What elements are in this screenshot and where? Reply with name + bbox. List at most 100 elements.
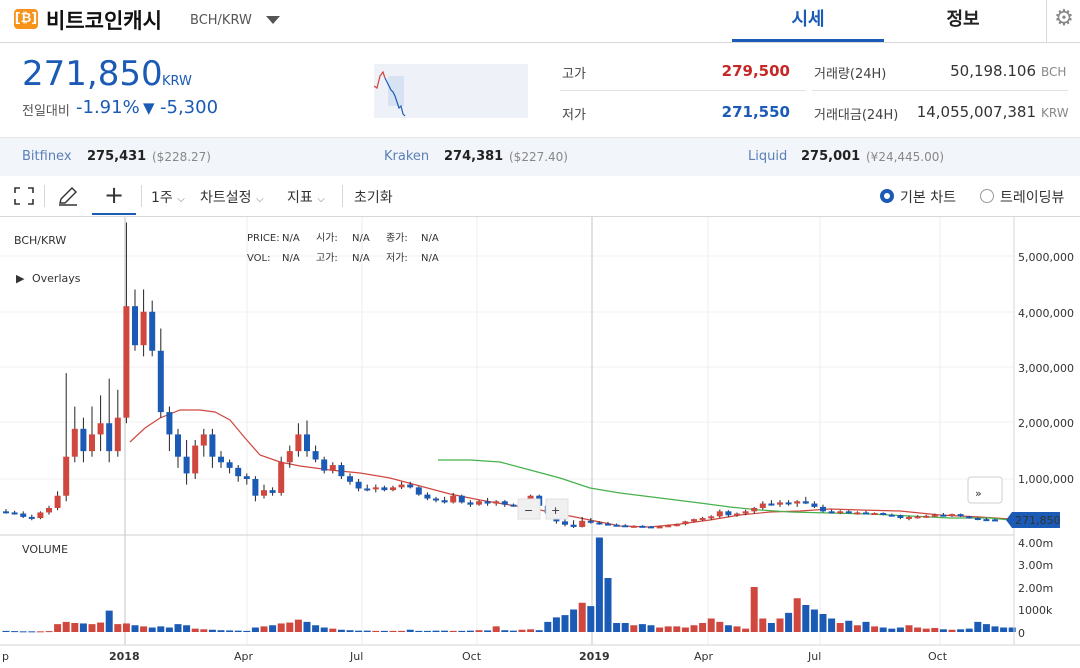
ohlc-price-value: N/A (282, 233, 300, 244)
volume-bar (785, 612, 793, 632)
indicators-menu[interactable]: 지표 ⌵ (287, 187, 325, 207)
candle-body (132, 306, 138, 346)
candle-body (89, 434, 95, 452)
candle-body (820, 506, 826, 512)
tradingview-radio[interactable] (980, 189, 994, 203)
candle-body (415, 487, 422, 495)
volume-bar (647, 625, 655, 632)
volume-bar (226, 630, 234, 632)
volume-bar (836, 623, 844, 632)
tradingview-label[interactable]: 트레이딩뷰 (1000, 190, 1065, 206)
candle-body (992, 519, 998, 522)
candle-body (467, 502, 474, 505)
current-price: 271,850 (22, 54, 163, 94)
volume-bar (131, 625, 139, 632)
volume-bar (1000, 627, 1008, 632)
app-header (0, 0, 1080, 43)
candle-body (226, 462, 233, 468)
volume-bar (793, 598, 801, 632)
settings-gear-icon[interactable]: ⚙ (1046, 0, 1080, 42)
chart-grid (0, 217, 1014, 645)
zoom-out-button[interactable] (517, 498, 541, 520)
change-label: 전일대비 (22, 104, 70, 119)
exchange-price-strip (0, 137, 1080, 177)
candle-body (966, 516, 973, 519)
volume-bar (355, 630, 363, 632)
ohlc-vol-label: VOL: (247, 253, 270, 264)
volume-bar (853, 625, 861, 632)
time-tick-label: Apr (694, 650, 714, 663)
candle-body (192, 445, 199, 474)
candle-body (931, 514, 938, 517)
basic-chart-radio[interactable] (880, 189, 894, 203)
volume-tick-0: 0 (1018, 627, 1025, 640)
volume-bar (905, 625, 913, 632)
candle-body (243, 476, 250, 479)
volume-bar (802, 605, 810, 632)
volume-bar (991, 626, 999, 632)
last-price-tag (1006, 512, 1060, 528)
chart-settings-menu[interactable]: 차트설정 ⌵ (200, 187, 264, 207)
candle-body (46, 507, 52, 513)
volume-bar (965, 628, 973, 632)
overlays-toggle[interactable]: Overlays (32, 272, 81, 285)
volume-bar (587, 606, 595, 632)
volume-bar (690, 625, 698, 632)
ohlc-high-value: N/A (352, 253, 370, 264)
candle-body (880, 513, 887, 516)
scroll-right-button[interactable] (967, 476, 1003, 504)
volume-bar (724, 625, 732, 632)
volume-bar (828, 618, 836, 632)
candle-body (166, 412, 173, 435)
candle-body (54, 495, 61, 508)
sparkline-highlight (388, 76, 404, 106)
time-tick-label: Apr (234, 650, 254, 663)
volume-bar (604, 578, 612, 632)
volume-bar (862, 621, 870, 632)
volume-bar (122, 623, 130, 632)
chart-toolbar (0, 176, 1080, 217)
tab-price[interactable]: 시세 (732, 0, 884, 42)
coin-pair[interactable]: BCH/KRW (190, 13, 252, 28)
price-chart[interactable]: BCH/KRW ▶ Overlays VOLUME PRICE: N/A 시가:… (0, 217, 1080, 668)
candle-body (106, 423, 113, 452)
overlays-arrow-icon[interactable]: ▶ (16, 272, 25, 285)
candle-body (312, 451, 319, 460)
period-select[interactable]: 1주 ⌵ (151, 187, 185, 207)
low-price: 271,550 (721, 103, 790, 121)
volume-bar (71, 623, 79, 632)
candle-body (648, 526, 654, 529)
change-down-arrow-icon: ▼ (143, 99, 155, 117)
candle-body (157, 350, 164, 413)
pencil-draw-icon[interactable] (57, 185, 79, 207)
volume-bar (673, 626, 681, 632)
double-chevron-right-icon[interactable]: » (975, 487, 982, 500)
zoom-out-icon[interactable]: − (524, 504, 533, 517)
candle-body (123, 306, 130, 418)
candle-body (63, 456, 70, 496)
volume-bar (759, 618, 767, 632)
basic-chart-label[interactable]: 기본 차트 (900, 190, 956, 206)
candle-body (149, 311, 156, 351)
candle-body (691, 519, 697, 522)
volume-bar (501, 630, 509, 632)
candle-body (407, 484, 414, 488)
candle-body (802, 501, 809, 504)
chart-symbol: BCH/KRW (14, 234, 66, 247)
crosshair-icon[interactable]: + (92, 178, 136, 215)
candle-body (278, 462, 285, 493)
pair-dropdown-icon[interactable] (266, 16, 280, 24)
volume-bar (398, 630, 406, 632)
reset-button[interactable]: 초기화 (354, 190, 393, 206)
zoom-in-button[interactable] (545, 498, 569, 520)
candle-body (175, 434, 181, 457)
volume-bar (88, 624, 96, 632)
candle-body (183, 456, 190, 474)
tab-info[interactable]: 정보 (946, 9, 980, 30)
zoom-in-icon[interactable]: + (551, 504, 560, 517)
candlestick-series (3, 222, 998, 529)
volume-bar (303, 621, 311, 632)
candle-body (355, 481, 362, 489)
volume-bar (79, 623, 87, 632)
fullscreen-icon[interactable] (14, 187, 34, 205)
